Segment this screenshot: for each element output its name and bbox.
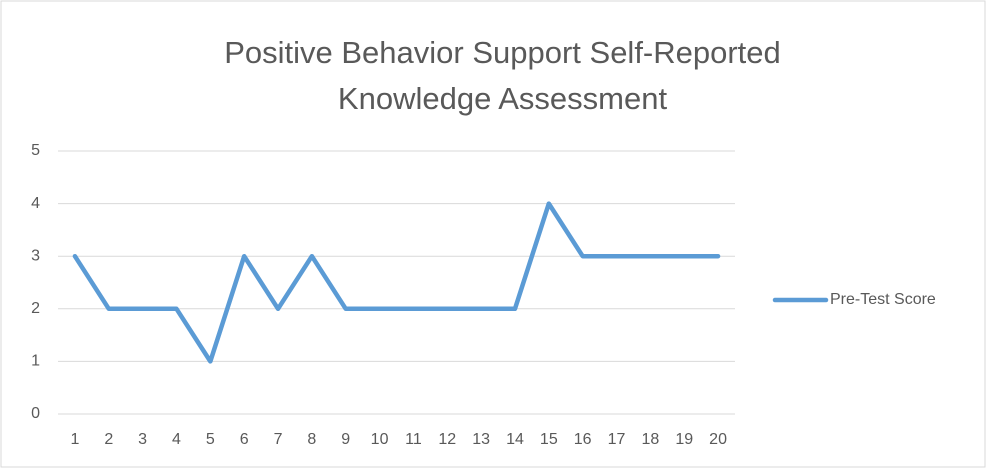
y-tick-label: 3 (31, 247, 40, 264)
y-tick-label: 2 (31, 300, 40, 317)
data-line (72, 201, 721, 364)
x-tick-label: 11 (405, 431, 422, 448)
x-tick-label: 15 (540, 431, 558, 448)
x-tick-label: 17 (608, 431, 626, 448)
legend-label: Pre-Test Score (830, 291, 936, 308)
x-tick-label: 12 (438, 431, 456, 448)
x-tick-label: 16 (574, 431, 592, 448)
x-tick-label: 14 (506, 431, 524, 448)
y-tick-label: 5 (31, 142, 40, 159)
x-tick-label: 18 (641, 431, 659, 448)
y-tick-label: 4 (31, 195, 40, 212)
chart-title: Positive Behavior Support Self-Reported … (224, 35, 781, 116)
x-tick-label: 19 (675, 431, 693, 448)
y-tick-label: 0 (31, 405, 40, 422)
x-tick-label: 5 (206, 431, 215, 448)
x-tick-label: 9 (341, 431, 350, 448)
x-tick-label: 1 (70, 431, 79, 448)
x-tick-label: 13 (472, 431, 490, 448)
x-tick-label: 7 (274, 431, 283, 448)
x-tick-label: 6 (240, 431, 249, 448)
x-tick-label: 8 (307, 431, 316, 448)
x-tick-label: 4 (172, 431, 181, 448)
x-tick-label: 20 (709, 431, 727, 448)
x-tick-label: 2 (104, 431, 113, 448)
y-tick-label: 1 (31, 353, 40, 370)
x-tick-label: 10 (371, 431, 389, 448)
x-tick-label: 3 (138, 431, 147, 448)
